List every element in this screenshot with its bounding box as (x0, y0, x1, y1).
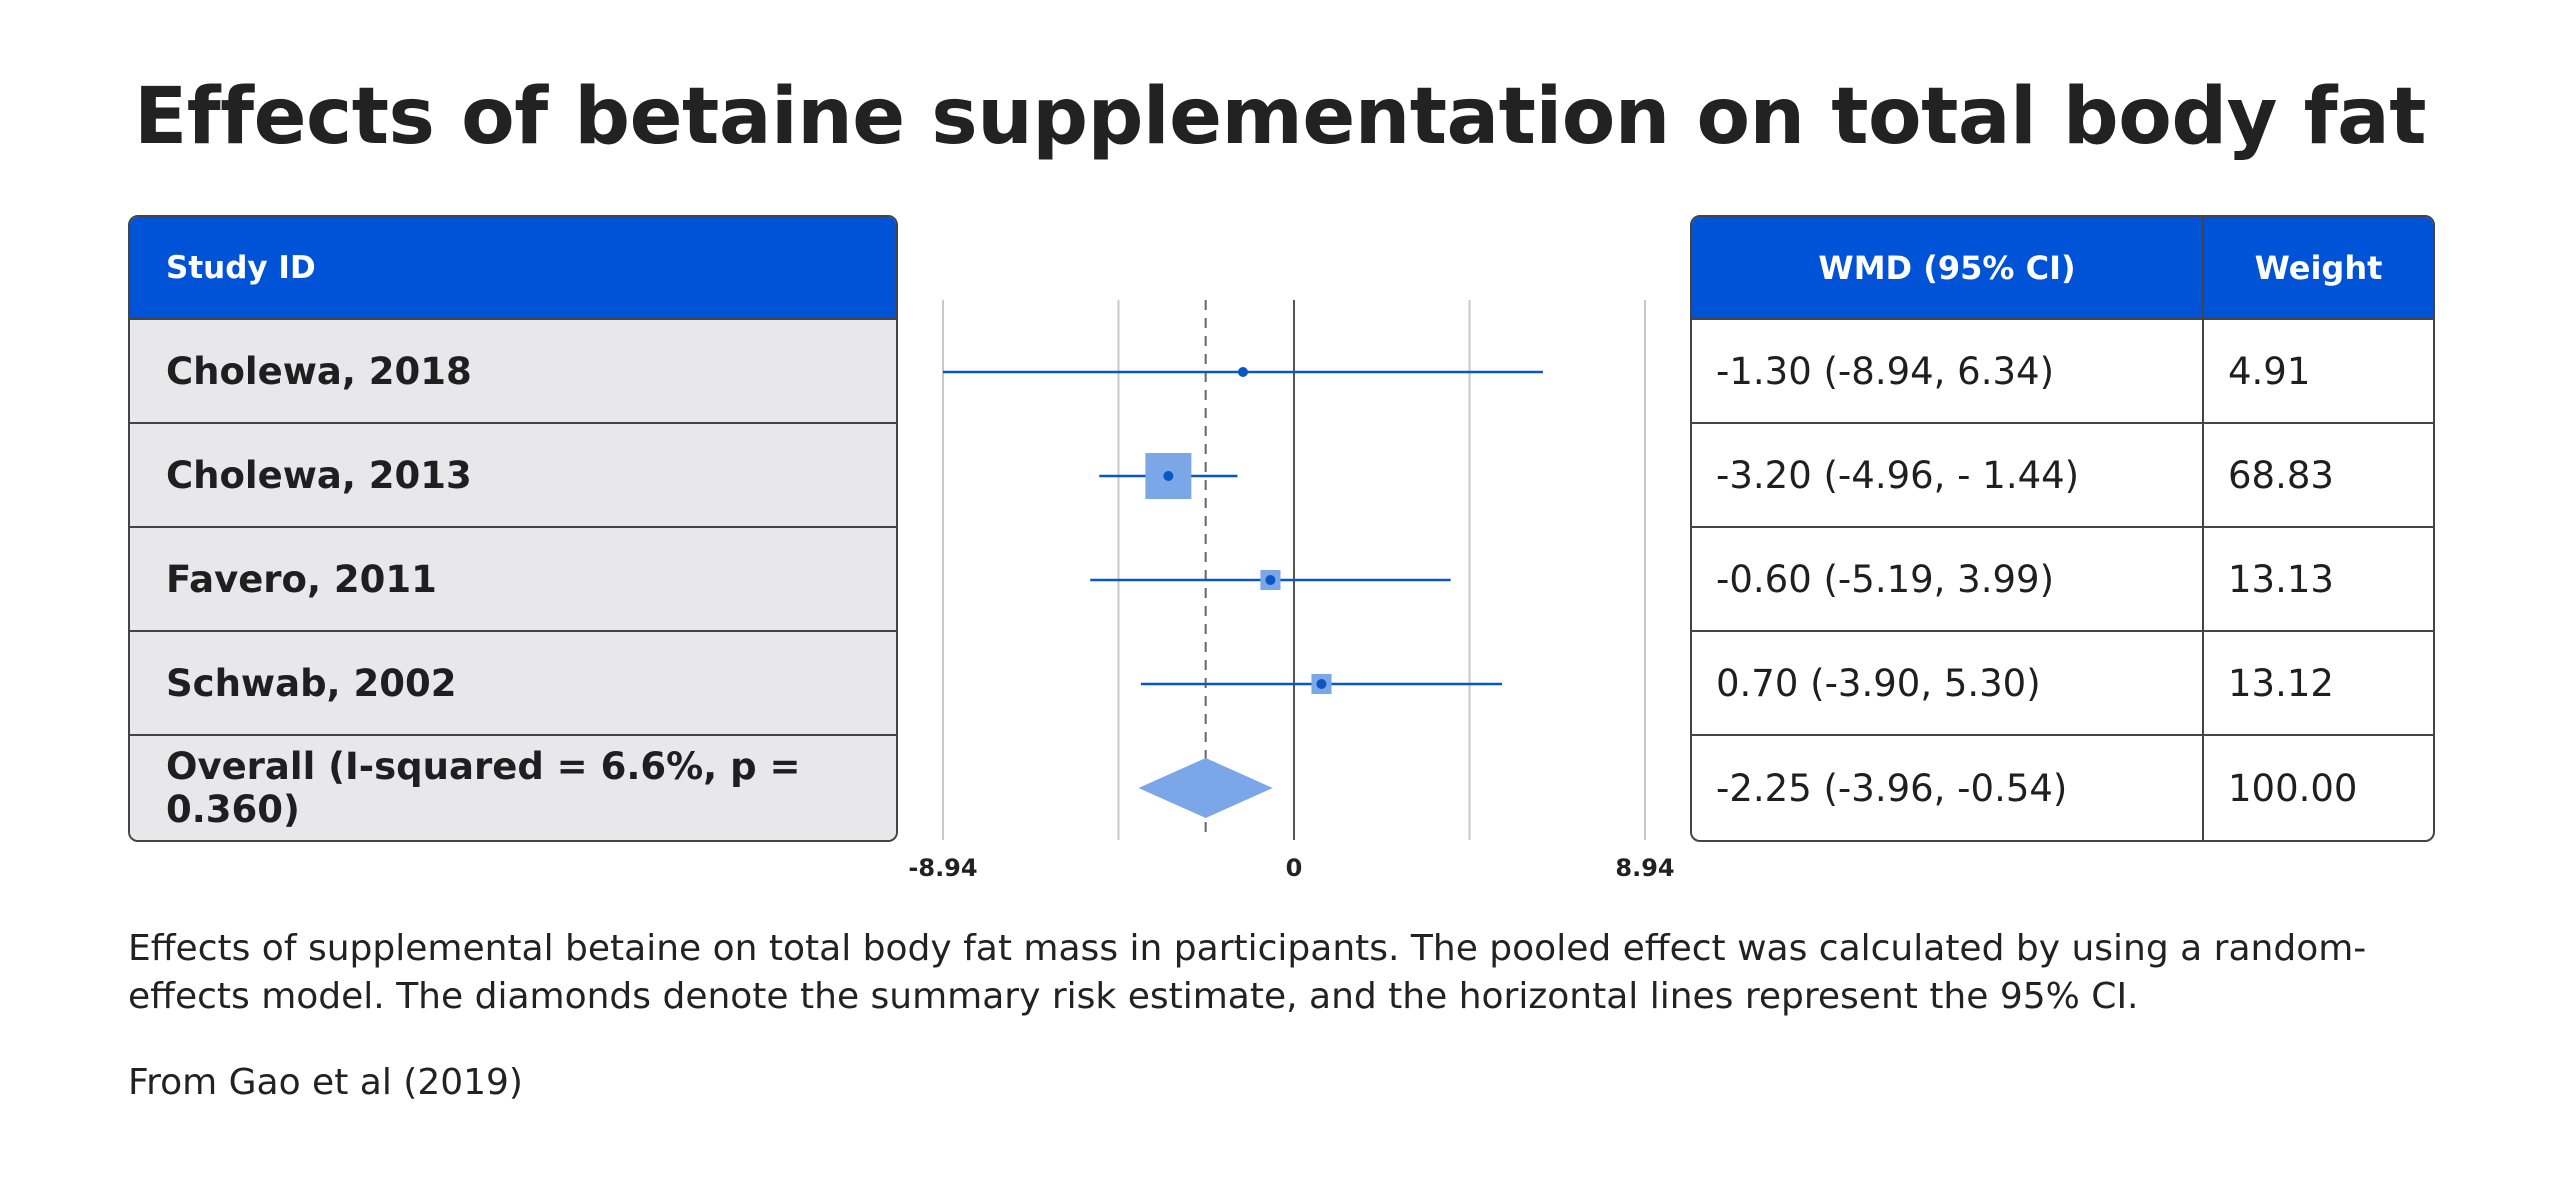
point-estimate (1237, 367, 1248, 377)
study-table: Study ID Cholewa, 2018 Cholewa, 2013 Fav… (128, 215, 898, 842)
figure-caption: Effects of supplemental betaine on total… (128, 928, 2367, 1017)
result-row-overall: -2.25 (-3.96, -0.54) 100.00 (1692, 736, 2433, 840)
wmd-cell: -0.60 (-5.19, 3.99) (1692, 528, 2204, 630)
weight-cell: 13.12 (2228, 661, 2334, 705)
chart-title: Effects of betaine supplementation on to… (133, 72, 2427, 162)
wmd-cell: -2.25 (-3.96, -0.54) (1692, 736, 2204, 840)
x-tick-label: 8.94 (1615, 854, 1674, 882)
weight-cell: 13.13 (2228, 557, 2334, 601)
study-row: Cholewa, 2018 (130, 320, 896, 424)
forest-plot: -8.94 0 8.94 (908, 300, 1675, 882)
weight-cell: 100.00 (2228, 766, 2358, 810)
overall-diamond (1138, 758, 1273, 818)
wmd-cell: -3.20 (-4.96, - 1.44) (1692, 424, 2204, 526)
point-estimate (1265, 575, 1276, 585)
result-row: -1.30 (-8.94, 6.34) 4.91 (1692, 320, 2433, 424)
result-row: -3.20 (-4.96, - 1.44) 68.83 (1692, 424, 2433, 528)
weight-cell: 4.91 (2228, 349, 2311, 393)
result-row: -0.60 (-5.19, 3.99) 13.13 (1692, 528, 2433, 632)
results-header: WMD (95% CI) Weight (1692, 217, 2433, 320)
point-estimate (1316, 679, 1327, 689)
weight-cell: 68.83 (2228, 453, 2334, 497)
weight-header: Weight (2254, 248, 2383, 287)
study-row: Cholewa, 2013 (130, 424, 896, 528)
results-table: WMD (95% CI) Weight -1.30 (-8.94, 6.34) … (1690, 215, 2435, 842)
x-tick-label: 0 (1286, 854, 1303, 882)
overall-row: Overall (I-squared = 6.6%, p = 0.360) (130, 736, 896, 840)
study-id-header: Study ID (130, 217, 896, 320)
wmd-header: WMD (95% CI) (1692, 217, 2204, 318)
study-row: Favero, 2011 (130, 528, 896, 632)
wmd-cell: -1.30 (-8.94, 6.34) (1692, 320, 2204, 422)
wmd-cell: 0.70 (-3.90, 5.30) (1692, 632, 2204, 734)
study-row: Schwab, 2002 (130, 632, 896, 736)
result-row: 0.70 (-3.90, 5.30) 13.12 (1692, 632, 2433, 736)
point-estimate (1163, 471, 1174, 481)
source-citation: From Gao et al (2019) (128, 1062, 523, 1103)
x-tick-label: -8.94 (908, 854, 977, 882)
